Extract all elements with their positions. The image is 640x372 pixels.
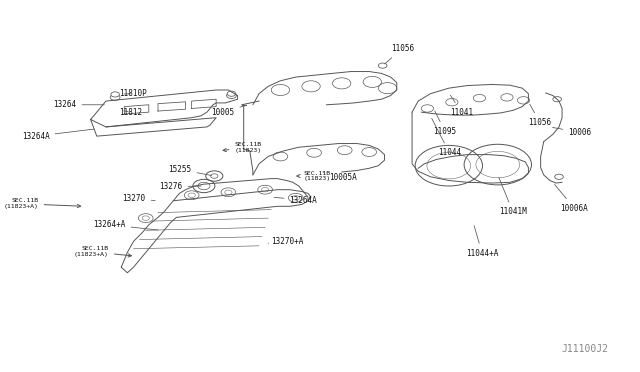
Circle shape bbox=[111, 92, 120, 97]
Text: 15255: 15255 bbox=[168, 165, 212, 176]
Text: SEC.11B
(11823): SEC.11B (11823) bbox=[223, 142, 262, 153]
Text: 13264: 13264 bbox=[53, 100, 104, 109]
Text: 11044: 11044 bbox=[432, 118, 461, 157]
Text: 11044+A: 11044+A bbox=[466, 225, 499, 258]
Text: 13270: 13270 bbox=[123, 195, 156, 203]
Text: SEC.11B
(11823): SEC.11B (11823) bbox=[297, 171, 331, 182]
Text: 11056: 11056 bbox=[529, 104, 552, 127]
Circle shape bbox=[553, 97, 561, 102]
Circle shape bbox=[555, 174, 563, 179]
Text: 11041M: 11041M bbox=[499, 177, 527, 217]
Text: 13276: 13276 bbox=[159, 182, 201, 191]
Text: 11095: 11095 bbox=[433, 111, 456, 136]
Text: 11056: 11056 bbox=[385, 44, 414, 64]
Text: 10006A: 10006A bbox=[555, 185, 588, 213]
Text: SEC.11B
(11823+A): SEC.11B (11823+A) bbox=[74, 246, 131, 257]
Circle shape bbox=[378, 63, 387, 68]
Text: 13270+A: 13270+A bbox=[268, 237, 303, 246]
Text: 10005A: 10005A bbox=[323, 172, 357, 182]
Text: 10005: 10005 bbox=[211, 106, 245, 117]
Text: 11812: 11812 bbox=[120, 108, 143, 117]
Text: 10006: 10006 bbox=[552, 128, 591, 137]
Text: SEC.11B
(11823+A): SEC.11B (11823+A) bbox=[4, 198, 81, 209]
Text: J11100J2: J11100J2 bbox=[561, 344, 608, 354]
Text: 11810P: 11810P bbox=[120, 89, 147, 98]
Text: 13264A: 13264A bbox=[22, 129, 94, 141]
Circle shape bbox=[227, 91, 236, 96]
Text: 13264A: 13264A bbox=[274, 196, 317, 205]
Text: 13264+A: 13264+A bbox=[93, 220, 158, 230]
Text: 11041: 11041 bbox=[450, 95, 473, 117]
